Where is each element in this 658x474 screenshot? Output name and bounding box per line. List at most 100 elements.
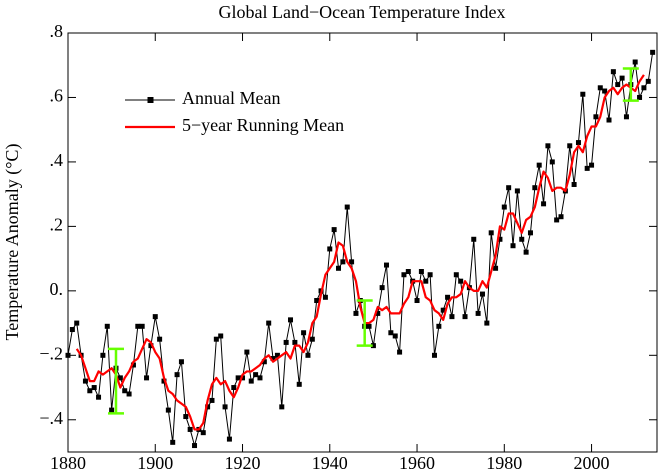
data-point (510, 243, 516, 249)
data-point (91, 385, 97, 391)
data-point (431, 352, 437, 358)
data-point (606, 117, 612, 123)
data-point (514, 188, 520, 194)
data-point (235, 375, 241, 381)
x-tick-label: 2000 (574, 453, 610, 473)
data-point (349, 259, 355, 265)
data-point (117, 375, 123, 381)
data-point (458, 278, 464, 284)
data-point (549, 159, 555, 165)
data-point (401, 272, 407, 278)
data-point (157, 336, 163, 342)
data-point (575, 140, 581, 146)
data-point (554, 217, 560, 223)
data-point (226, 436, 232, 442)
data-point (213, 336, 219, 342)
data-point (471, 236, 477, 242)
data-point (423, 278, 429, 284)
data-point (497, 236, 503, 242)
data-point (383, 262, 389, 268)
series-line (75, 74, 645, 431)
data-point (322, 294, 328, 300)
y-tick-label: .8 (50, 21, 64, 41)
y-tick-label: −.4 (39, 408, 63, 428)
data-point (519, 236, 525, 242)
data-point (222, 404, 228, 410)
data-point (414, 298, 420, 304)
data-point (427, 272, 433, 278)
data-point (130, 362, 136, 368)
data-point (453, 272, 459, 278)
data-point (650, 49, 656, 55)
data-point (183, 414, 189, 420)
data-point (270, 356, 276, 362)
data-point (74, 320, 80, 326)
data-point (309, 336, 315, 342)
data-point (597, 85, 603, 91)
data-point (266, 320, 272, 326)
data-point (274, 352, 280, 358)
data-point (178, 359, 184, 365)
data-point (580, 91, 586, 97)
data-point (440, 307, 446, 313)
legend-label: 5−year Running Mean (182, 115, 344, 135)
data-point (523, 249, 529, 255)
data-point (615, 82, 621, 88)
data-point (336, 265, 342, 271)
data-point (637, 94, 643, 100)
data-point (288, 317, 294, 323)
data-point (253, 372, 259, 378)
data-point (205, 404, 211, 410)
data-point (305, 352, 311, 358)
data-point (144, 375, 150, 381)
data-point (344, 204, 350, 210)
y-tick-label: .4 (50, 150, 64, 170)
data-point (314, 298, 320, 304)
data-point (493, 265, 499, 271)
data-point (152, 314, 158, 320)
chart-title: Global Land−Ocean Temperature Index (219, 2, 506, 22)
data-point (261, 359, 267, 365)
data-point (122, 388, 128, 394)
data-point (82, 378, 88, 384)
data-point (484, 320, 490, 326)
y-tick-label: 0. (50, 279, 64, 299)
data-point (632, 59, 638, 65)
data-point (379, 285, 385, 291)
data-point (436, 323, 442, 329)
data-point (192, 443, 198, 449)
data-point (200, 430, 206, 436)
data-point (353, 310, 359, 316)
data-point (340, 259, 346, 265)
data-point (641, 85, 647, 91)
data-point (187, 426, 193, 432)
x-tick-label: 1960 (399, 453, 435, 473)
data-point (479, 291, 485, 297)
data-point (449, 314, 455, 320)
data-point (279, 404, 285, 410)
x-tick-label: 1880 (50, 453, 86, 473)
data-point (104, 323, 110, 329)
x-tick-label: 1920 (225, 453, 261, 473)
data-point (558, 214, 564, 220)
data-point (475, 310, 481, 316)
x-tick-label: 1940 (312, 453, 348, 473)
series-line (67, 52, 654, 447)
data-point (567, 143, 573, 149)
data-point (532, 185, 538, 191)
data-point (645, 78, 651, 84)
data-point (109, 407, 115, 413)
data-point (388, 330, 394, 336)
data-point (541, 201, 547, 207)
data-point (148, 343, 154, 349)
data-point (126, 391, 132, 397)
data-point (584, 165, 590, 171)
data-point (593, 114, 599, 120)
data-point (165, 407, 171, 413)
data-point (536, 162, 542, 168)
data-point (244, 349, 250, 355)
y-tick-label: .6 (50, 86, 64, 106)
data-point (331, 227, 337, 233)
